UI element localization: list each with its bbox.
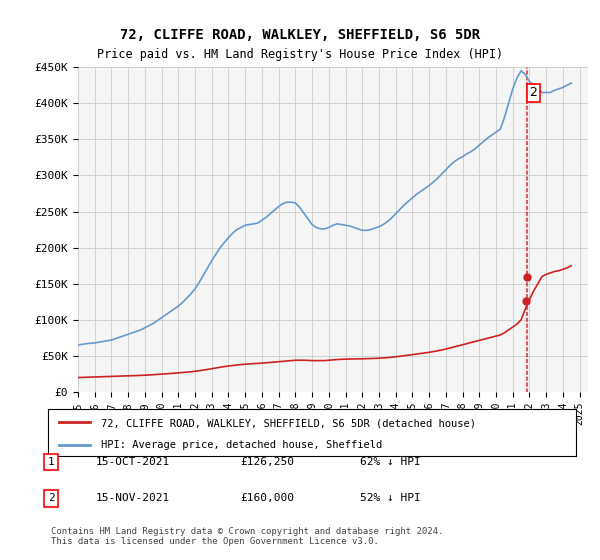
Text: 15-NOV-2021: 15-NOV-2021: [96, 493, 170, 503]
Text: 72, CLIFFE ROAD, WALKLEY, SHEFFIELD, S6 5DR (detached house): 72, CLIFFE ROAD, WALKLEY, SHEFFIELD, S6 …: [101, 418, 476, 428]
Text: HPI: Average price, detached house, Sheffield: HPI: Average price, detached house, Shef…: [101, 441, 382, 450]
Text: £160,000: £160,000: [240, 493, 294, 503]
Text: 72, CLIFFE ROAD, WALKLEY, SHEFFIELD, S6 5DR: 72, CLIFFE ROAD, WALKLEY, SHEFFIELD, S6 …: [120, 28, 480, 42]
Text: 62% ↓ HPI: 62% ↓ HPI: [360, 457, 421, 467]
Text: Contains HM Land Registry data © Crown copyright and database right 2024.
This d: Contains HM Land Registry data © Crown c…: [51, 526, 443, 546]
Text: 1: 1: [47, 457, 55, 467]
Text: 2: 2: [529, 86, 537, 99]
Text: 52% ↓ HPI: 52% ↓ HPI: [360, 493, 421, 503]
Text: £126,250: £126,250: [240, 457, 294, 467]
Text: 2: 2: [47, 493, 55, 503]
Text: Price paid vs. HM Land Registry's House Price Index (HPI): Price paid vs. HM Land Registry's House …: [97, 48, 503, 60]
Text: 15-OCT-2021: 15-OCT-2021: [96, 457, 170, 467]
